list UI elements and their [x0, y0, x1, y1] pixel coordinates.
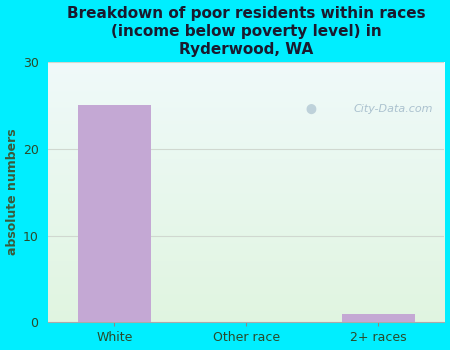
Y-axis label: absolute numbers: absolute numbers: [5, 129, 18, 256]
Title: Breakdown of poor residents within races
(income below poverty level) in
Ryderwo: Breakdown of poor residents within races…: [67, 6, 426, 57]
Text: City-Data.com: City-Data.com: [353, 104, 432, 114]
Bar: [342, 314, 415, 322]
Text: ⬤: ⬤: [306, 104, 317, 114]
Bar: [78, 105, 151, 322]
